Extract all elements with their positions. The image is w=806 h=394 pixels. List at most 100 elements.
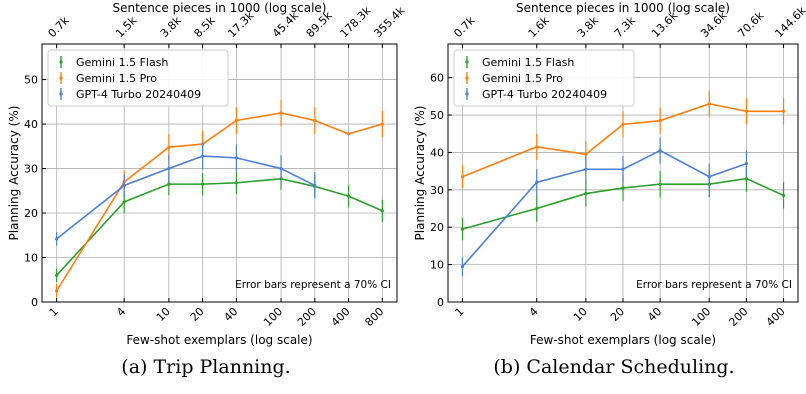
top-x-tick-label: 1.6k	[526, 14, 553, 41]
x-tick-label: 20	[188, 305, 207, 324]
y-tick-label: 10	[24, 252, 38, 265]
top-x-axis-label: Sentence pieces in 1000 (log scale)	[113, 1, 327, 15]
y-tick-label: 20	[430, 221, 444, 234]
data-point	[380, 209, 384, 213]
legend-entry: GPT-4 Turbo 20240409	[76, 88, 201, 101]
series-line	[55, 112, 383, 292]
y-tick-label: 50	[24, 74, 38, 87]
top-x-tick-label: 0.7k	[451, 14, 478, 41]
data-point	[744, 162, 749, 166]
data-point	[55, 237, 59, 241]
y-tick-label: 40	[24, 118, 38, 131]
data-point	[584, 167, 588, 171]
legend-entry: Gemini 1.5 Flash	[76, 56, 168, 69]
data-point	[535, 145, 539, 149]
top-x-tick-label: 178.3k	[338, 4, 374, 40]
y-tick-label: 30	[24, 163, 38, 176]
chart-panel-1: 0102030405010.7k41.5k103.8k208.5k4017.3k…	[7, 1, 408, 347]
series-line	[462, 177, 784, 230]
series-1	[55, 167, 384, 282]
series-3	[55, 142, 317, 246]
legend-entry: GPT-4 Turbo 20240409	[482, 88, 607, 101]
data-point	[584, 191, 588, 196]
top-x-tick-label: 7.3k	[612, 14, 639, 41]
chart-panel-2: 010203040506010.7k41.6k103.8k207.3k4013.…	[413, 1, 806, 347]
top-x-tick-label: 1.5k	[113, 14, 140, 41]
x-tick-label: 10	[154, 305, 173, 324]
x-tick-label: 4	[114, 305, 128, 319]
x-tick-label: 4	[527, 305, 541, 319]
data-point	[122, 200, 126, 204]
data-point	[658, 148, 662, 153]
legend-marker	[59, 76, 63, 80]
data-point	[55, 273, 59, 277]
top-x-tick-label: 70.6k	[735, 9, 766, 40]
top-x-tick-label: 8.5k	[192, 14, 219, 41]
x-tick-label: 100	[689, 305, 713, 329]
y-tick-label: 10	[430, 259, 444, 272]
data-point	[167, 182, 171, 186]
data-point	[658, 119, 662, 123]
legend-entry: Gemini 1.5 Pro	[482, 72, 563, 85]
legend-marker	[465, 92, 469, 96]
data-point	[234, 118, 238, 123]
y-tick-label: 20	[24, 207, 38, 220]
y-tick-label: 40	[430, 146, 444, 159]
top-x-tick-label: 0.7k	[46, 14, 73, 41]
legend-marker	[59, 92, 63, 96]
series-line	[56, 177, 383, 276]
data-point	[460, 264, 465, 269]
data-point	[167, 166, 171, 171]
x-tick-label: 10	[571, 305, 590, 324]
x-tick-label: 400	[329, 305, 353, 329]
data-point	[584, 152, 588, 156]
data-point	[313, 183, 317, 188]
top-x-axis-label: Sentence pieces in 1000 (log scale)	[516, 1, 730, 15]
series-2	[55, 99, 384, 298]
top-x-tick-label: 3.8k	[158, 14, 185, 41]
y-tick-label: 30	[430, 184, 444, 197]
series-line	[462, 102, 784, 178]
top-x-tick-label: 144.6k	[772, 4, 806, 40]
series-line	[461, 149, 747, 268]
legend-entry: Gemini 1.5 Pro	[76, 72, 157, 85]
legend-marker	[465, 60, 469, 64]
data-point	[167, 145, 171, 149]
data-point	[707, 175, 711, 179]
data-point	[201, 182, 205, 186]
legend-box	[453, 49, 635, 107]
series-2	[460, 90, 786, 188]
x-tick-label: 200	[295, 305, 319, 329]
plot-frame	[41, 43, 398, 303]
data-point	[658, 182, 662, 186]
series-3	[460, 137, 749, 276]
legend-box	[47, 49, 229, 107]
data-point	[346, 194, 351, 198]
x-tick-label: 1	[47, 305, 61, 319]
x-tick-label: 40	[221, 305, 240, 324]
y-tick-label: 0	[31, 296, 38, 309]
data-point	[234, 156, 238, 160]
x-tick-label: 1	[452, 305, 466, 319]
data-point	[346, 132, 351, 136]
x-tick-label: 100	[261, 305, 285, 329]
data-point	[535, 206, 539, 211]
data-point	[313, 118, 317, 123]
top-x-tick-label: 355.4k	[371, 4, 407, 40]
data-point	[621, 122, 625, 126]
x-tick-label: 40	[645, 305, 664, 324]
caption-trip-planning: (a) Trip Planning.	[121, 356, 291, 378]
x-tick-label: 800	[362, 305, 386, 329]
data-point	[122, 183, 126, 188]
data-point	[380, 122, 384, 126]
y-axis-label: Planning Accuracy (%)	[413, 106, 427, 241]
annotation: Error bars represent a 70% CI	[235, 279, 391, 291]
x-axis-label: Few-shot exemplars (log scale)	[126, 333, 312, 347]
data-point	[744, 177, 749, 181]
top-x-tick-label: 3.8k	[575, 14, 602, 41]
series-1	[460, 165, 786, 241]
legend-marker	[59, 60, 63, 64]
data-point	[707, 102, 711, 106]
y-tick-label: 0	[437, 296, 444, 309]
